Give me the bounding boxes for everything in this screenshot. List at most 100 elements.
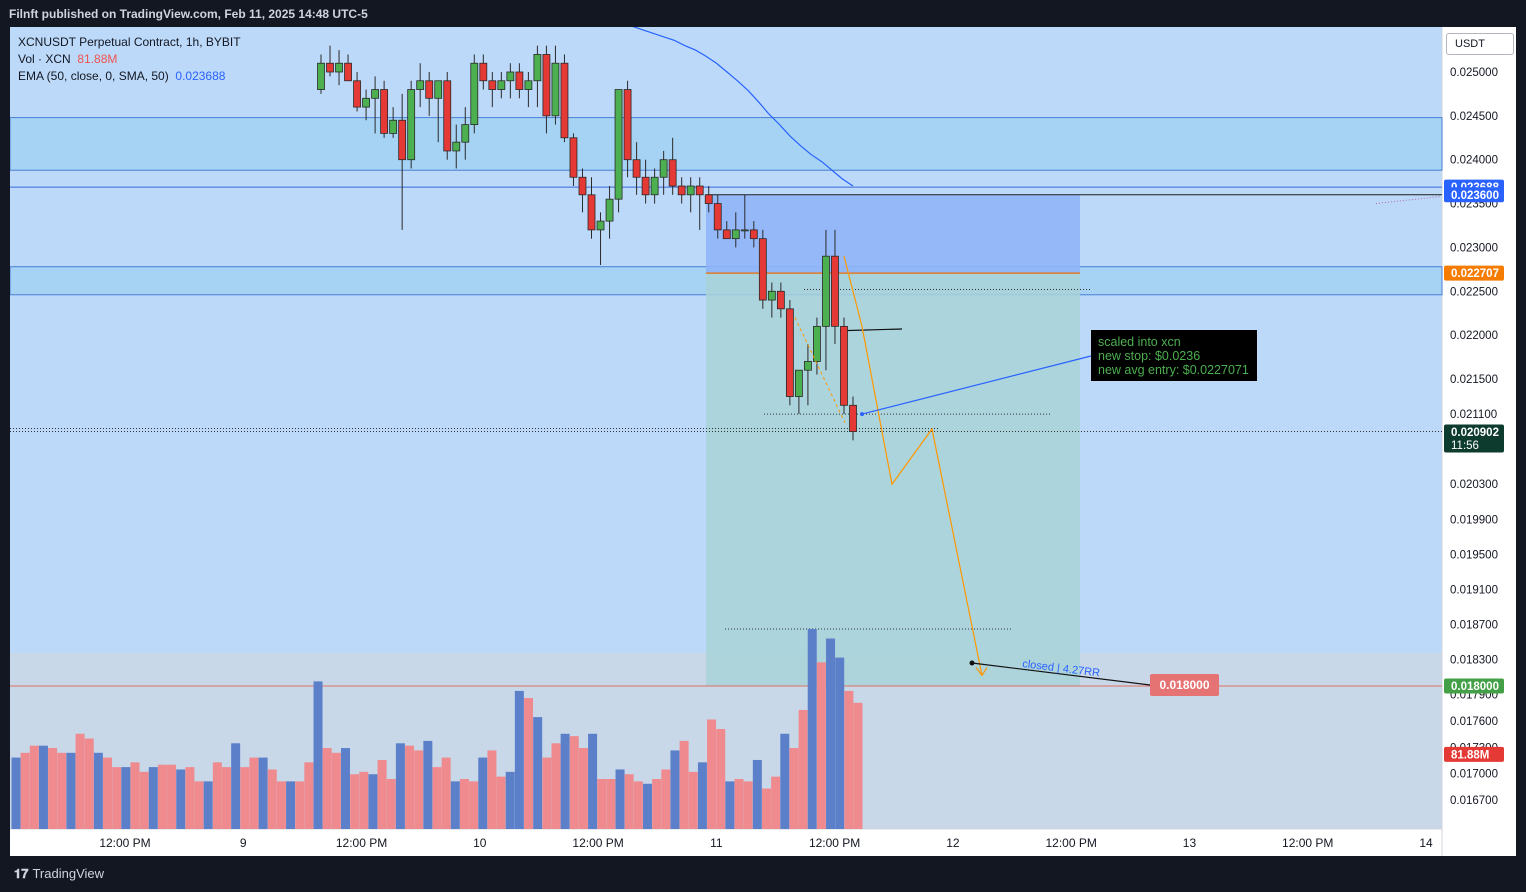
price-tick-label: 0.025000 [1450, 67, 1498, 79]
volume-bar [789, 748, 799, 829]
candle-body [479, 62, 488, 82]
trade-note[interactable]: scaled into xcn new stop: $0.0236 new av… [1091, 330, 1257, 381]
volume-bar [514, 690, 524, 829]
candle-body [335, 62, 343, 73]
volume-bar [48, 748, 58, 829]
volume-bar [377, 759, 387, 829]
top-bar: Filnft published on TradingView.com, Feb… [0, 0, 1526, 27]
time-tick-label: 10 [473, 836, 487, 850]
price-badge[interactable] [1444, 746, 1504, 762]
volume-bar [322, 748, 332, 829]
candle-body [551, 62, 560, 117]
legend-ema-value: 0.023688 [175, 69, 226, 83]
price-badge[interactable] [1444, 424, 1504, 453]
price-badge-label: 0.018000 [1451, 681, 1499, 693]
volume-bar [725, 781, 735, 829]
volume-bar [432, 767, 442, 829]
price-tick-label: 0.016700 [1450, 795, 1498, 807]
legend-ema[interactable]: EMA (50, close, 0, SMA, 50) 0.023688 [18, 68, 241, 85]
volume-bar [716, 729, 726, 829]
price-tick-label: 0.024000 [1450, 155, 1498, 167]
time-tick-label: 12:00 PM [572, 836, 623, 850]
volume-bar [643, 783, 652, 829]
candle-body [443, 80, 452, 152]
volume-bar [295, 781, 305, 829]
currency-button[interactable]: USDT [1446, 33, 1514, 55]
legend-volume[interactable]: Vol · XCN 81.88M [18, 51, 241, 68]
candle-body [326, 62, 334, 73]
candle-body [614, 89, 623, 200]
price-badge[interactable] [1444, 678, 1504, 694]
volume-bar [121, 767, 131, 829]
price-tick-label: 0.023000 [1450, 242, 1498, 254]
take-profit-box[interactable] [706, 273, 1080, 686]
tradingview-logo[interactable]: 𝟏𝟕 TradingView [14, 866, 104, 882]
candle-body [398, 119, 407, 161]
chart-pane[interactable]: closed | 4.27RR 0.018000 0.025000 0.024500 0… [10, 27, 1516, 856]
volume-bar [469, 781, 479, 829]
candle-body [542, 54, 551, 117]
volume-bar [222, 767, 231, 829]
volume-bar [331, 752, 341, 829]
candle-body [524, 80, 533, 90]
candle-body [578, 176, 587, 196]
time-tick-label: 14 [1419, 836, 1433, 850]
candle-body [831, 255, 839, 327]
candle-body [785, 308, 794, 397]
candle-body [813, 325, 821, 362]
candle-body [849, 404, 857, 433]
price-badge[interactable] [1444, 187, 1504, 203]
volume-bar [459, 779, 469, 829]
closed-pointer [971, 662, 1151, 686]
volume-bar [313, 681, 323, 829]
volume-bar [496, 776, 506, 829]
volume-bar [130, 762, 140, 829]
candle-body [497, 80, 506, 90]
volume-bar [11, 757, 21, 829]
candle-body [686, 185, 695, 196]
candle-body [659, 159, 668, 178]
candle-body [380, 89, 389, 134]
volume-bar [505, 771, 515, 829]
price-badge[interactable] [1444, 265, 1504, 281]
trade-note-line: scaled into xcn [1098, 335, 1181, 349]
legend-ema-label: EMA (50, close, 0, SMA, 50) [18, 69, 169, 83]
volume-bar [57, 752, 67, 829]
tradingview-mark-icon: 𝟏𝟕 [14, 866, 29, 881]
candle-body [713, 203, 722, 231]
volume-bar [395, 743, 405, 829]
candle-body [641, 176, 650, 196]
candle-body [596, 220, 605, 231]
volume-bar [588, 733, 598, 829]
volume-bar [286, 781, 296, 829]
price-tick-label: 0.021100 [1450, 409, 1497, 421]
volume-bar [93, 752, 103, 829]
candle-body [416, 80, 425, 90]
legend-symbol[interactable]: XCNUSDT Perpetual Contract, 1h, BYBIT [18, 35, 241, 49]
volume-bar [75, 733, 85, 829]
volume-bar [661, 769, 671, 829]
volume-bar [350, 774, 360, 829]
volume-bar [487, 750, 497, 829]
supply-zone[interactable] [10, 117, 1443, 171]
candle-body [668, 159, 677, 187]
price-tick-label: 0.021500 [1450, 374, 1498, 386]
candle-body [425, 80, 434, 99]
volume-bar [240, 767, 250, 829]
stop-loss-box[interactable] [706, 194, 1080, 274]
volume-bar [139, 771, 149, 829]
volume-bar [38, 745, 48, 829]
pivot-line [839, 328, 903, 332]
candle-body [515, 71, 524, 90]
projection-dash [794, 317, 846, 424]
volume-bar [835, 657, 845, 829]
legend-vol-value: 81.88M [77, 52, 118, 66]
volume-bar [212, 762, 222, 829]
target-badge[interactable] [1150, 674, 1219, 696]
volume-bar [194, 781, 204, 829]
time-scale[interactable] [10, 829, 1442, 856]
chart-canvas[interactable]: closed | 4.27RR0.0180000.0250000.0245000… [10, 27, 1516, 856]
volume-bar [761, 788, 771, 829]
volume-bar [359, 771, 369, 829]
candle-body [731, 229, 740, 240]
